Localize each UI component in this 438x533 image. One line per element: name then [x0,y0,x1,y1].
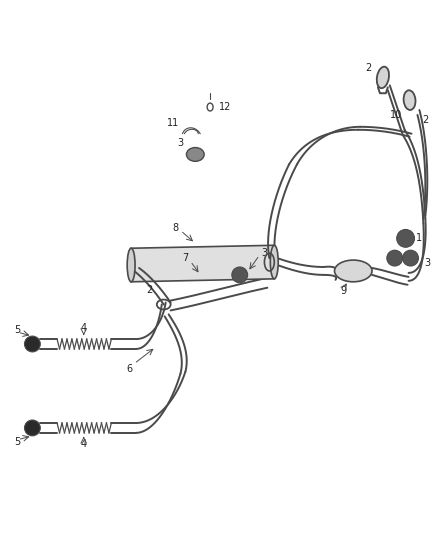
Text: 2: 2 [422,115,428,125]
Text: 3: 3 [424,258,431,268]
Text: 8: 8 [173,223,179,233]
Text: 11: 11 [166,118,179,128]
Text: 1: 1 [417,233,423,244]
Circle shape [232,267,247,283]
Text: 6: 6 [126,364,132,374]
Text: 10: 10 [390,110,402,120]
Text: 3: 3 [177,138,184,148]
Circle shape [397,230,414,247]
Ellipse shape [377,67,389,88]
Ellipse shape [335,260,372,282]
Text: 9: 9 [340,286,346,296]
Ellipse shape [187,148,204,161]
Text: 2: 2 [365,62,371,72]
Circle shape [387,250,403,266]
Circle shape [25,420,40,436]
Text: 3: 3 [261,248,268,258]
Text: 2: 2 [146,285,152,295]
Text: 5: 5 [14,437,21,447]
Text: 12: 12 [219,102,231,112]
Text: 4: 4 [81,439,87,449]
Polygon shape [131,245,274,282]
Ellipse shape [403,90,416,110]
Ellipse shape [127,248,135,282]
Text: 4: 4 [81,323,87,333]
Text: 5: 5 [14,325,21,335]
Circle shape [25,336,40,352]
Text: 7: 7 [182,253,188,263]
Ellipse shape [270,245,278,279]
Circle shape [403,250,418,266]
